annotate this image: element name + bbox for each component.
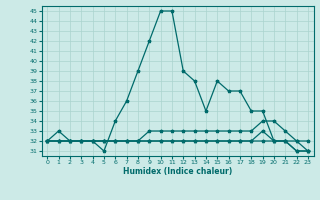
X-axis label: Humidex (Indice chaleur): Humidex (Indice chaleur) <box>123 167 232 176</box>
